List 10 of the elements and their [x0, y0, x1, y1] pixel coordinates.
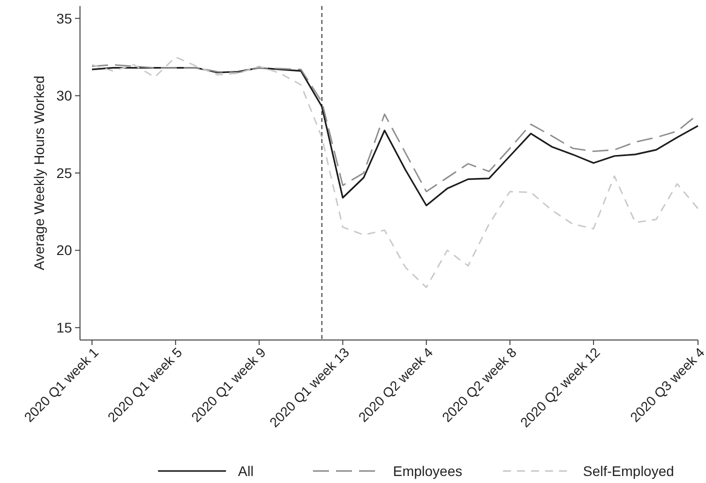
y-tick-label: 35: [56, 10, 72, 26]
legend-label: Self-Employed: [583, 462, 674, 479]
y-tick-label: 15: [56, 320, 72, 336]
y-tick-label: 20: [56, 242, 72, 258]
y-tick-label: 25: [56, 164, 72, 181]
y-axis-title: Average Weekly Hours Worked: [31, 76, 47, 270]
legend-label: All: [238, 462, 254, 479]
line-series: [91, 56, 699, 288]
y-tick-label: 30: [56, 88, 72, 104]
legend-label: Employees: [393, 462, 462, 479]
